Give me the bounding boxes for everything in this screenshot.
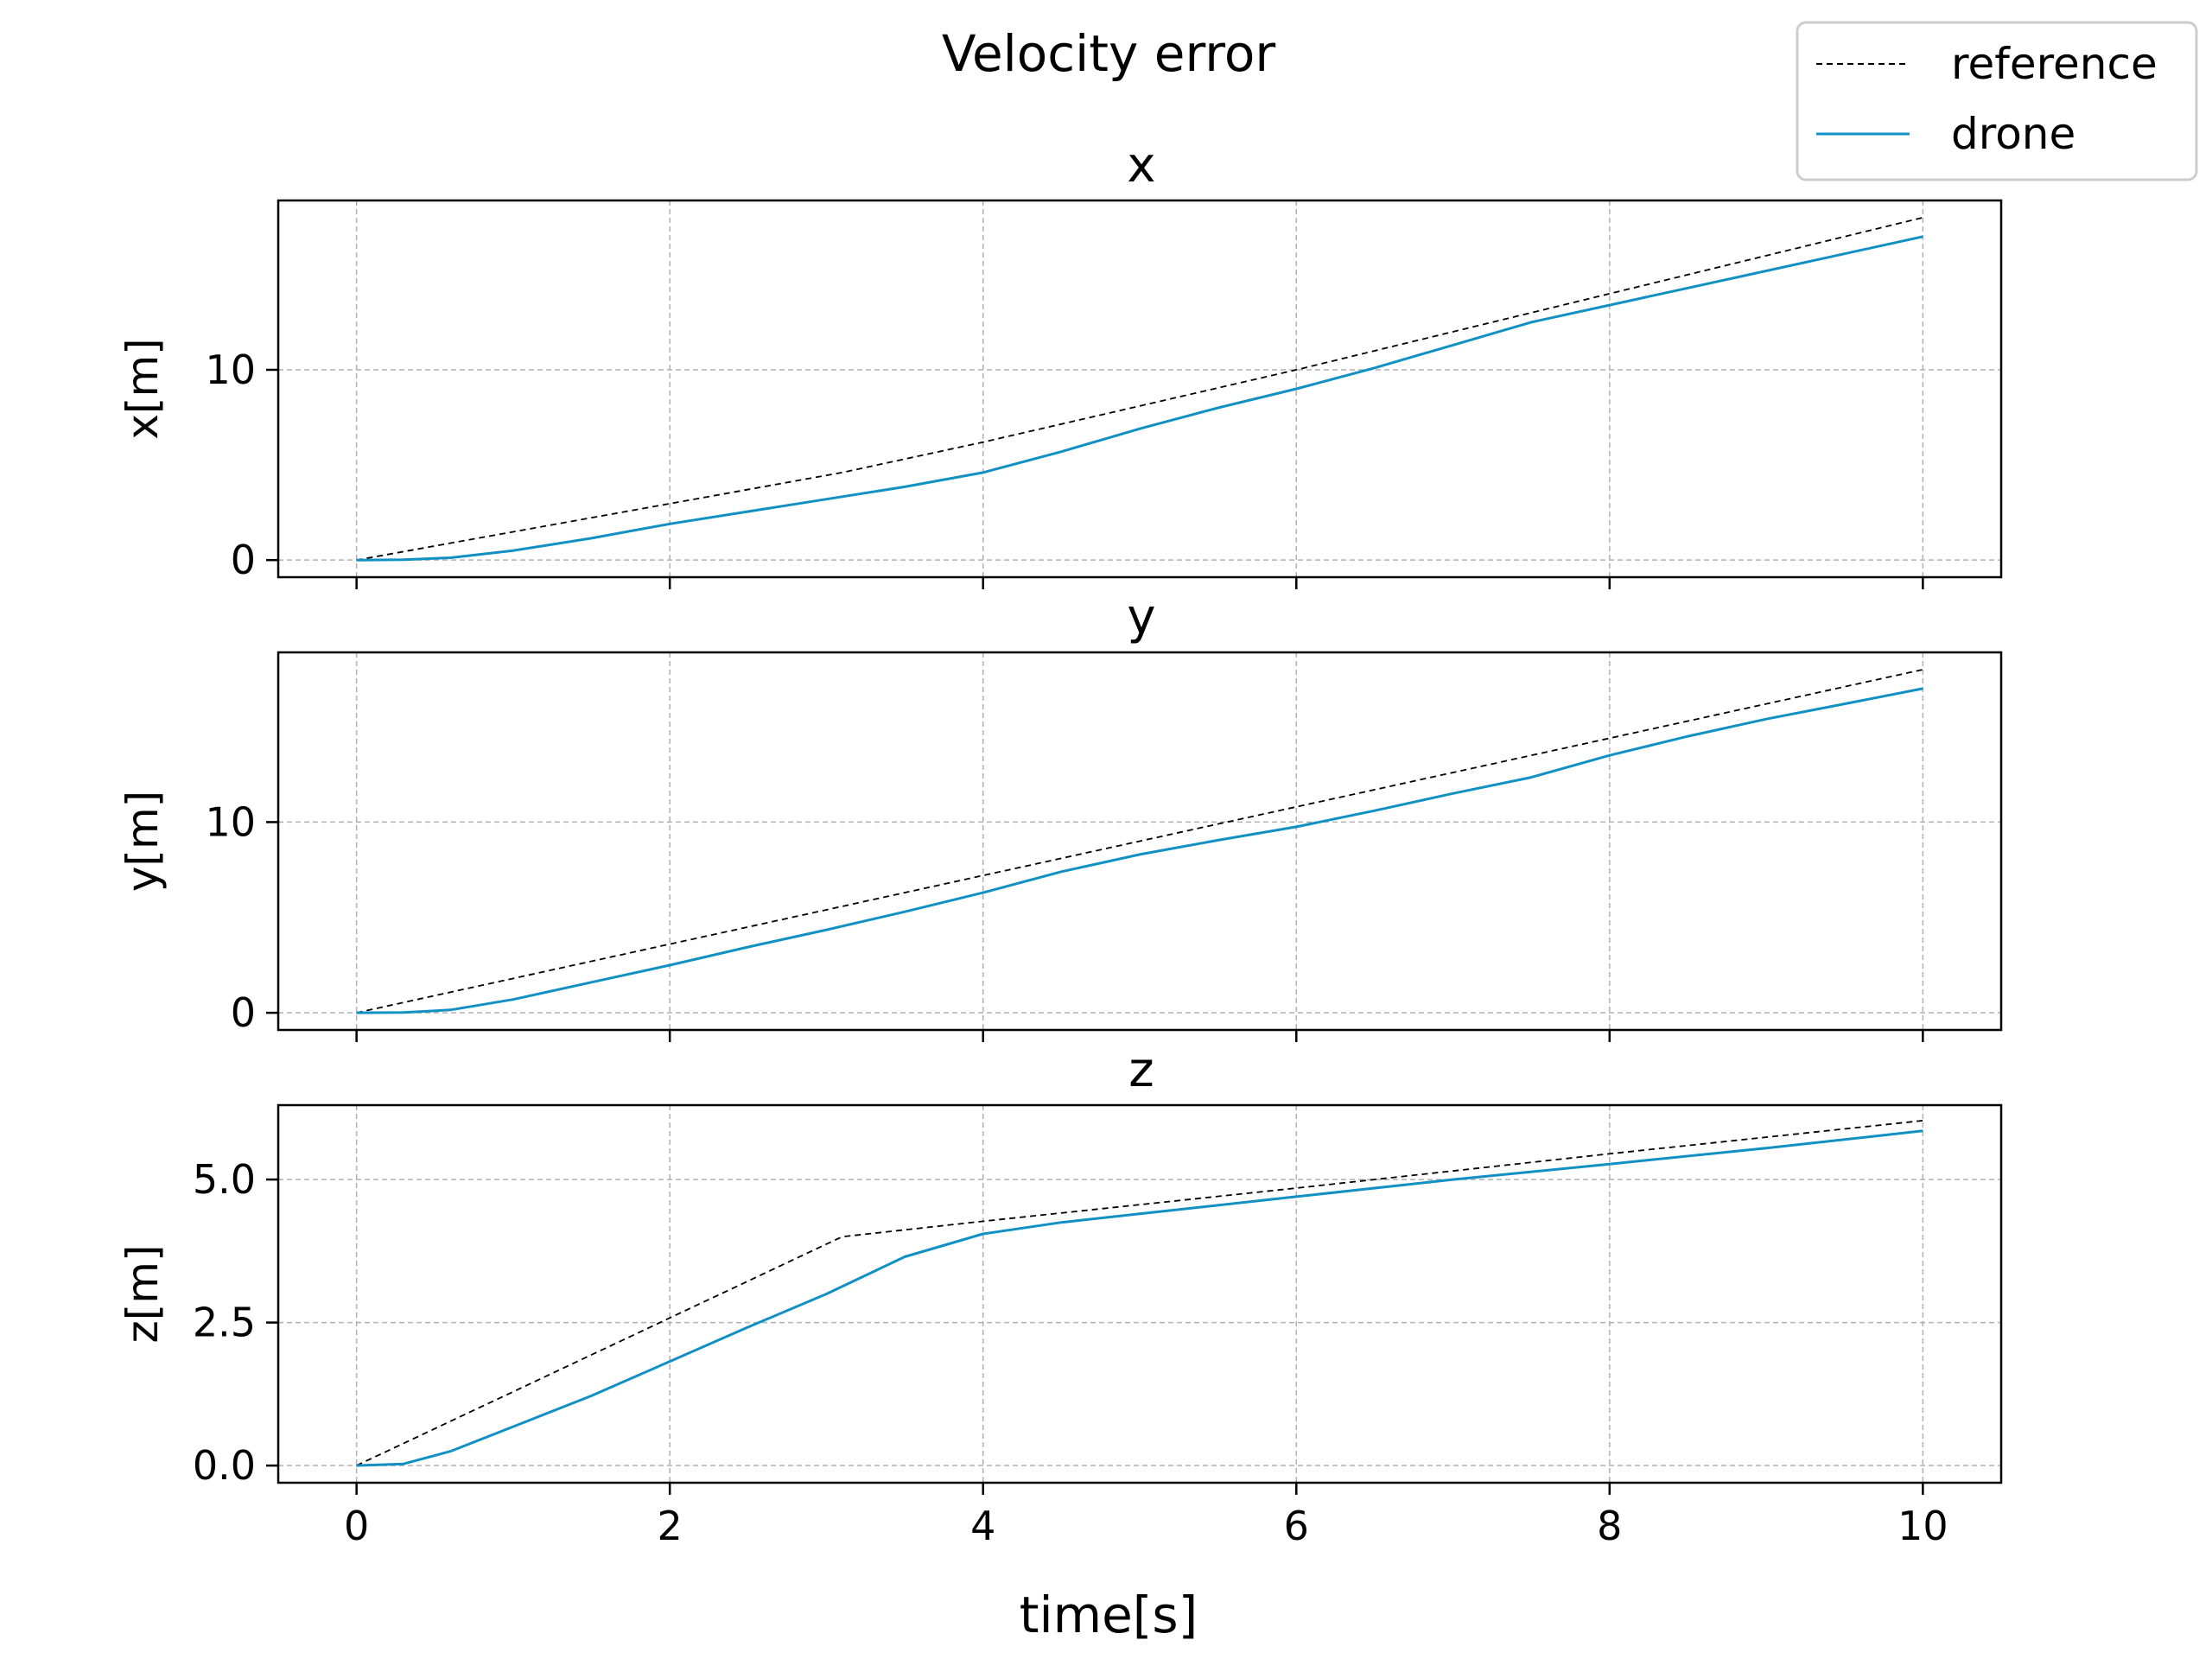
series-line-drone xyxy=(356,1129,1923,1467)
x-tick-label: 0 xyxy=(344,1503,369,1549)
series-line-reference xyxy=(356,669,1923,1014)
legend-box xyxy=(1796,21,2198,181)
subplot-title: y xyxy=(1127,589,1155,645)
series-line-reference xyxy=(356,216,1923,562)
axes-frame xyxy=(276,651,2003,1032)
legend: reference drone xyxy=(1796,21,2198,181)
x-tick-label: 10 xyxy=(1897,1503,1948,1549)
subplot-title: z xyxy=(1128,1042,1154,1098)
series-line-reference xyxy=(356,1120,1923,1466)
subplot-x: 0 10 x x[m] xyxy=(118,137,2003,589)
subplots: 0 10 x x[m] 0 10 y y[m] 0 2 4 6 8 10 0.0 2.5 5.0 z z[m] xyxy=(118,137,2003,1549)
x-tick-label: 4 xyxy=(970,1503,995,1549)
subplot-z: 0 2 4 6 8 10 0.0 2.5 5.0 z z[m] xyxy=(118,1042,2003,1549)
x-tick-label: 6 xyxy=(1284,1503,1309,1549)
series-line-drone xyxy=(356,235,1923,562)
legend-label-reference: reference xyxy=(1951,39,2158,89)
y-tick-label: 0 xyxy=(231,537,256,583)
y-axis-label: y[m] xyxy=(118,791,168,892)
y-tick-label: 0 xyxy=(231,989,256,1036)
y-tick-label: 2.5 xyxy=(193,1300,256,1346)
y-tick-label: 5.0 xyxy=(193,1156,256,1203)
y-axis-label: x[m] xyxy=(118,338,168,439)
legend-label-drone: drone xyxy=(1951,109,2075,159)
y-axis-label: z[m] xyxy=(118,1245,168,1344)
axes-frame xyxy=(276,199,2003,579)
series-line-drone xyxy=(356,687,1923,1014)
y-tick-label: 0.0 xyxy=(193,1442,256,1489)
x-tick-label: 2 xyxy=(658,1503,683,1549)
y-tick-label: 10 xyxy=(205,798,256,845)
subplot-title: x xyxy=(1127,137,1155,194)
x-tick-label: 8 xyxy=(1597,1503,1622,1549)
y-tick-label: 10 xyxy=(205,346,256,393)
subplot-y: 0 10 y y[m] xyxy=(118,589,2003,1042)
figure-title: Velocity error xyxy=(942,24,1276,83)
x-axis-label: time[s] xyxy=(1020,1586,1198,1644)
axes-frame xyxy=(276,1103,2003,1484)
